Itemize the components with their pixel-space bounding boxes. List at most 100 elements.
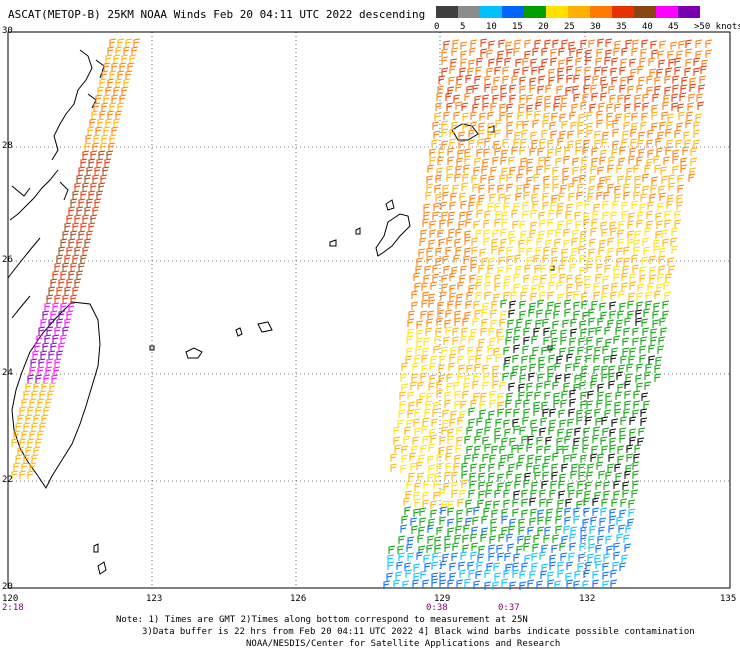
wind-barb (552, 39, 560, 48)
wind-barb (80, 222, 88, 231)
wind-barb (422, 499, 430, 508)
wind-barb (56, 286, 64, 295)
wind-barb (622, 489, 630, 498)
wind-barb (626, 363, 634, 372)
wind-barb (78, 198, 86, 207)
wind-barb (518, 239, 526, 248)
wind-barb (573, 362, 581, 371)
wind-barb (506, 183, 514, 192)
wind-barb (503, 281, 511, 290)
wind-barb (619, 84, 627, 93)
wind-barb (543, 112, 551, 121)
wind-barb (519, 85, 527, 94)
wind-barb (632, 470, 640, 479)
wind-barb (47, 390, 55, 399)
wind-barb (653, 302, 661, 311)
wind-barb (630, 128, 638, 137)
lat-label-22: 22 (2, 475, 13, 485)
wind-barb (636, 84, 644, 93)
wind-barb (630, 138, 638, 147)
wind-barb (497, 552, 505, 561)
wind-barb (639, 57, 647, 66)
wind-barb (601, 138, 609, 147)
wind-barb (473, 300, 481, 309)
wind-barb (418, 545, 426, 554)
wind-barb (560, 184, 568, 193)
wind-barb (595, 544, 603, 553)
wind-barb (442, 191, 450, 200)
wind-barb (623, 257, 631, 266)
wind-barb (588, 327, 596, 336)
wind-barb (501, 211, 509, 220)
wind-barb (679, 92, 687, 101)
wind-barb (516, 318, 524, 327)
wind-barb (583, 507, 591, 516)
wind-barb (533, 173, 541, 182)
wind-barb (547, 148, 555, 157)
wind-barb (584, 283, 592, 292)
wind-barb (441, 56, 449, 65)
wind-barb (100, 142, 108, 151)
wind-barb (70, 262, 78, 271)
wind-barb (470, 39, 478, 48)
wind-barb (490, 102, 498, 111)
wind-barb (617, 94, 625, 103)
wind-barb (680, 157, 688, 166)
wind-barb (480, 533, 488, 542)
wind-barb (518, 103, 526, 112)
wind-barb (556, 507, 564, 516)
wind-barb (623, 327, 631, 336)
wind-barb (405, 569, 413, 578)
colorbar-label: 25 (564, 22, 575, 32)
wind-barb (555, 515, 563, 524)
wind-barb (607, 164, 615, 173)
wind-barb (656, 68, 664, 77)
wind-barb (599, 239, 607, 248)
wind-barb (518, 391, 526, 400)
wind-barb (62, 262, 70, 271)
wind-barb (544, 95, 552, 104)
wind-barb (498, 39, 506, 48)
wind-barb (637, 211, 645, 220)
wind-barb (596, 48, 604, 57)
wind-barb (642, 102, 650, 111)
wind-barb (426, 247, 434, 256)
wind-barb (557, 67, 565, 76)
wind-barb (608, 85, 616, 94)
wind-barb (619, 427, 627, 436)
wind-barb (44, 334, 52, 343)
wind-barb (659, 247, 667, 256)
wind-barb (448, 76, 456, 85)
wind-barb (631, 112, 639, 121)
wind-barb (68, 302, 76, 311)
wind-barb (561, 248, 569, 257)
wind-barb (419, 517, 427, 526)
wind-barb (429, 362, 437, 371)
wind-barb (582, 444, 590, 453)
wind-barb (488, 472, 496, 481)
wind-barb (610, 579, 618, 588)
wind-barb (72, 286, 80, 295)
wind-barb (455, 246, 463, 255)
wind-barb (605, 392, 613, 401)
wind-barb (418, 454, 426, 463)
wind-barb (518, 454, 526, 463)
wind-barb (108, 142, 116, 151)
wind-barb (615, 113, 623, 122)
wind-barb (473, 506, 481, 515)
wind-barb (473, 166, 481, 175)
wind-barb (543, 246, 551, 255)
wind-barb (17, 446, 25, 455)
wind-barb (390, 453, 398, 462)
wind-barb (489, 390, 497, 399)
wind-barb (524, 39, 532, 48)
wind-barb (479, 248, 487, 257)
wind-barb (421, 299, 429, 308)
wind-barb (627, 220, 635, 229)
wind-barb (664, 291, 672, 300)
wind-barb (552, 175, 560, 184)
colorbar-swatch (502, 6, 524, 18)
wind-barb (641, 256, 649, 265)
wind-barb (464, 92, 472, 101)
wind-barb (509, 581, 517, 590)
